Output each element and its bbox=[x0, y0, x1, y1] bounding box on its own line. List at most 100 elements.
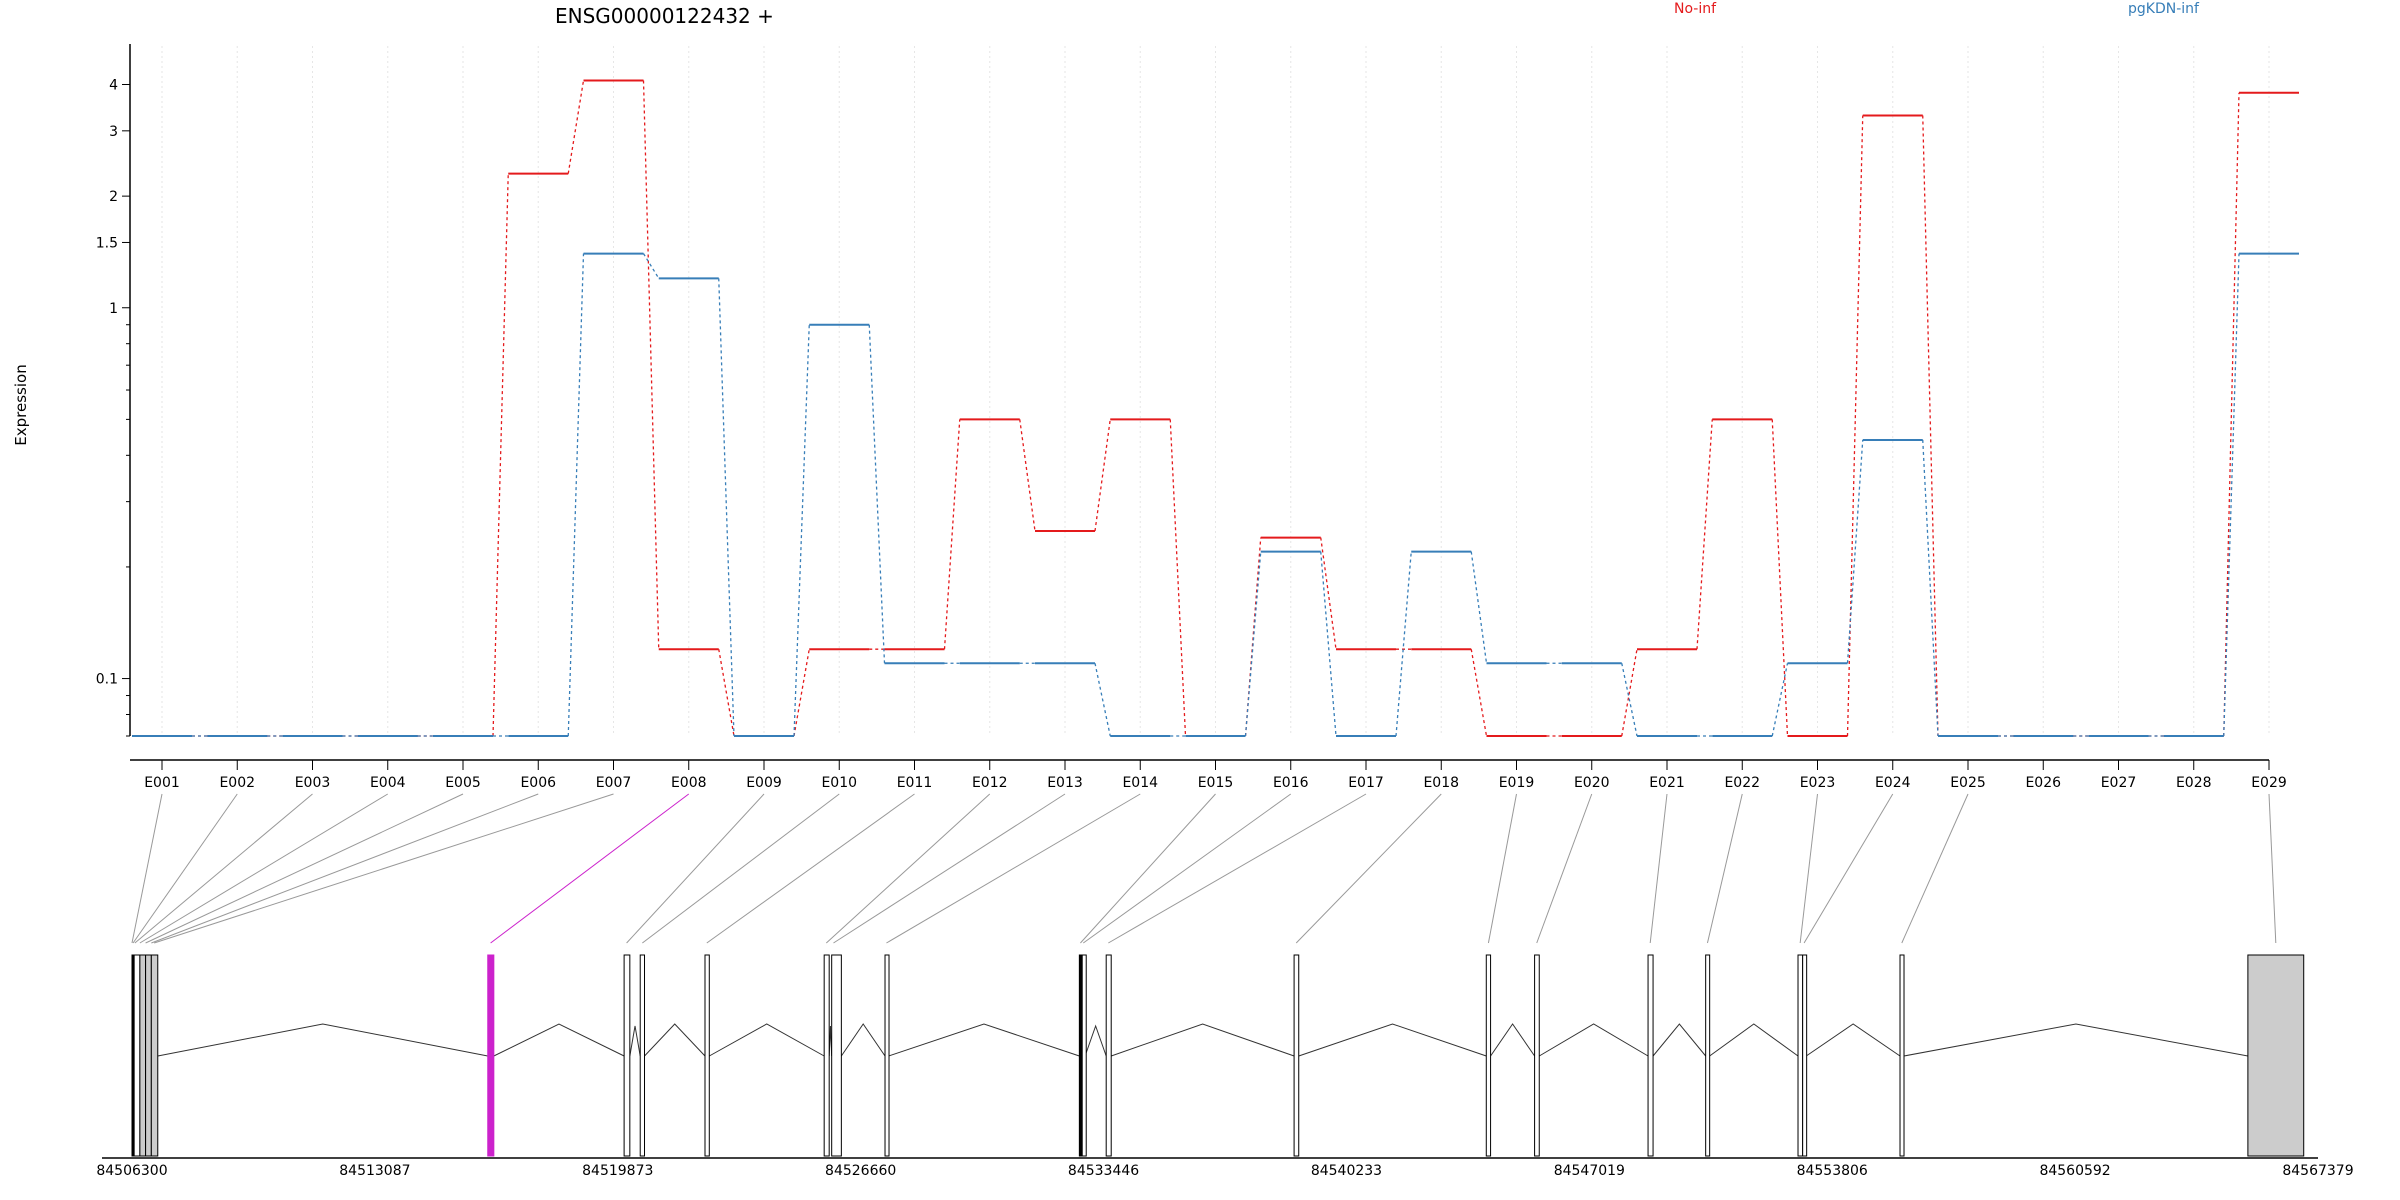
intron-line bbox=[629, 1025, 641, 1057]
connector-line bbox=[2268, 793, 2277, 944]
connector-line bbox=[1487, 793, 1517, 944]
exon-tick-label: E008 bbox=[671, 775, 707, 791]
exon-tick-label: E005 bbox=[445, 775, 481, 791]
connector-line bbox=[825, 793, 991, 944]
series-connector bbox=[943, 419, 961, 650]
coordinate-tick-label: 84553806 bbox=[1797, 1163, 1868, 1179]
exon-tick-label: E021 bbox=[1649, 775, 1685, 791]
intron-line bbox=[1490, 1023, 1536, 1057]
intron-line bbox=[157, 1023, 488, 1057]
exon-block-e006 bbox=[150, 954, 159, 1157]
connector-line bbox=[1080, 793, 1216, 944]
intron-line bbox=[1084, 1024, 1107, 1057]
intron-line bbox=[709, 1023, 825, 1057]
exon-gridlines bbox=[161, 46, 2270, 736]
exon-block-e024 bbox=[1802, 954, 1808, 1157]
series-connector bbox=[793, 324, 810, 737]
coordinate-tick-label: 84547019 bbox=[1554, 1163, 1625, 1179]
series-connector bbox=[718, 649, 735, 737]
series-connector bbox=[1244, 551, 1262, 737]
connector-line bbox=[833, 793, 1066, 944]
intron-line bbox=[1538, 1023, 1649, 1057]
series-connector bbox=[868, 324, 886, 664]
series-connector bbox=[2223, 253, 2240, 737]
gene-model bbox=[131, 954, 2305, 1157]
series-connector bbox=[1320, 551, 1337, 737]
coordinate-tick-label: 84533446 bbox=[1068, 1163, 1139, 1179]
series-connector bbox=[1320, 537, 1337, 650]
intron-line bbox=[1111, 1023, 1295, 1057]
exon-tick-label: E009 bbox=[746, 775, 782, 791]
series-connector bbox=[567, 80, 585, 174]
coordinate-tick-label: 84560592 bbox=[2039, 1163, 2110, 1179]
y-tick-label: 2 bbox=[109, 189, 118, 205]
exon-block-e016 bbox=[1081, 954, 1087, 1157]
genomic-coordinate-axis: 84506300 84513087 84519873 84526660 84533446… bbox=[96, 1157, 2354, 1179]
exon-tick-label: E018 bbox=[1423, 775, 1459, 791]
exon-block-e029 bbox=[2247, 954, 2305, 1157]
intron-line bbox=[493, 1023, 625, 1057]
series-connector bbox=[567, 253, 585, 737]
series-connector bbox=[793, 649, 810, 737]
exon-block-e019 bbox=[1485, 954, 1492, 1157]
connector-line bbox=[886, 793, 1141, 944]
intron-line bbox=[888, 1023, 1080, 1057]
series-connector bbox=[1094, 419, 1111, 532]
exon-block-e017 bbox=[1105, 954, 1112, 1157]
y-tick-label: 1 bbox=[109, 301, 118, 317]
exon-block-e018 bbox=[1293, 954, 1300, 1157]
exon-block-e012 bbox=[823, 954, 830, 1157]
series-connector bbox=[492, 173, 509, 737]
exon-tick-label: E025 bbox=[1950, 775, 1986, 791]
y-tick-label: 4 bbox=[109, 78, 118, 94]
y-tick-label: 3 bbox=[109, 124, 118, 140]
connector-line bbox=[1536, 793, 1593, 944]
connector-line bbox=[154, 793, 614, 944]
exon-block-e003 bbox=[133, 954, 141, 1157]
intron-line bbox=[644, 1023, 706, 1057]
connector-line bbox=[134, 793, 313, 944]
legend-no-inf: No-inf bbox=[1674, 1, 1717, 17]
series-connector bbox=[1094, 663, 1111, 737]
connector-line bbox=[145, 793, 464, 944]
exon-block-e021 bbox=[1647, 954, 1654, 1157]
intron-line bbox=[1805, 1023, 1901, 1057]
series-connector bbox=[1470, 649, 1488, 737]
connector-line bbox=[132, 793, 238, 944]
series-connector bbox=[718, 278, 735, 737]
connector-line bbox=[1295, 793, 1442, 944]
exon-block-e008 bbox=[487, 954, 495, 1157]
connector-line bbox=[642, 793, 840, 944]
exon-block-e023 bbox=[1797, 954, 1804, 1157]
series-connector bbox=[1621, 663, 1638, 737]
y-axis-label: Expression bbox=[12, 364, 30, 445]
connector-line bbox=[1901, 793, 1969, 944]
connector-line bbox=[151, 793, 539, 944]
exon-block-e022 bbox=[1705, 954, 1711, 1157]
exon-tick-label: E027 bbox=[2101, 775, 2137, 791]
coordinate-tick-label: 84506300 bbox=[96, 1163, 167, 1179]
coordinate-tick-label: 84526660 bbox=[825, 1163, 896, 1179]
exon-tick-label: E029 bbox=[2251, 775, 2287, 791]
exon-block-e010 bbox=[639, 954, 646, 1157]
exon-tick-label: E002 bbox=[219, 775, 255, 791]
series-connector bbox=[1922, 439, 1939, 737]
exon-block-e025 bbox=[1899, 954, 1905, 1157]
series-connector bbox=[642, 253, 660, 279]
y-tick-label: 0.1 bbox=[96, 672, 118, 688]
exon-tick-label: E010 bbox=[821, 775, 857, 791]
connector-line bbox=[1706, 793, 1743, 944]
series-connector bbox=[1169, 419, 1187, 737]
exon-connectors bbox=[131, 793, 2277, 944]
connector-line bbox=[490, 793, 690, 944]
series-connector bbox=[1470, 551, 1488, 664]
series-connector bbox=[1922, 115, 1939, 737]
exon-tick-label: E001 bbox=[144, 775, 180, 791]
exon-block-e014 bbox=[884, 954, 890, 1157]
exon-block-e004 bbox=[139, 954, 147, 1157]
exon-tick-label: E007 bbox=[596, 775, 632, 791]
exon-tick-label: E011 bbox=[897, 775, 933, 791]
chart-title: ENSG00000122432 + bbox=[555, 4, 774, 28]
coordinate-tick-label: 84513087 bbox=[339, 1163, 410, 1179]
exon-tick-label: E016 bbox=[1273, 775, 1309, 791]
